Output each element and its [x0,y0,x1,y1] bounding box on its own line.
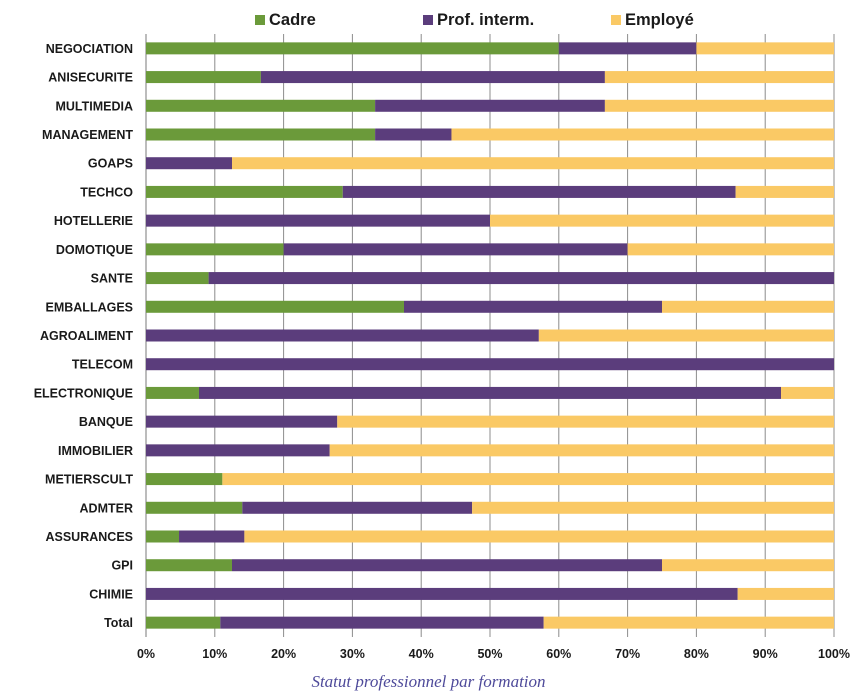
bar-segment [146,386,199,399]
bar-segment [781,386,834,399]
bar-segment [220,616,544,629]
bar-segment [662,300,834,313]
legend-swatch [423,15,433,25]
bar-segment [260,71,605,84]
bar-segment [146,559,232,572]
bar-segment [283,243,628,256]
category-label: CHIMIE [89,587,133,601]
x-tick-label: 10% [202,647,227,661]
category-label: ADMTER [80,501,133,515]
category-label: AGROALIMENT [40,329,133,343]
legend-label: Prof. interm. [437,11,534,29]
x-tick-label: 0% [137,647,155,661]
bar-segment [146,329,539,342]
category-label: ASSURANCES [45,530,133,544]
legend: Cadre Prof. interm. Employé [255,11,694,29]
x-axis-ticks: 0% 10% 20% 30% 40% 50% 60% 70% 80% 90% 100% [137,647,850,661]
bar-segment [179,530,245,543]
bar-segment [146,214,490,227]
category-label: HOTELLERIE [54,214,133,228]
bars [146,42,835,629]
bar-segment [232,559,662,572]
category-label: EMBALLAGES [46,300,134,314]
bar-segment [242,501,473,514]
category-label: TECHCO [80,185,133,199]
bar-segment [604,99,834,112]
bar-segment [375,128,452,141]
bar-segment [737,587,834,600]
legend-swatch [255,15,265,25]
bar-segment [696,42,834,55]
bar-segment [146,128,376,141]
bar-segment [146,243,284,256]
bar-segment [244,530,834,543]
bar-segment [662,559,834,572]
category-label: NEGOCIATION [46,42,133,56]
category-label: IMMOBILIER [58,444,133,458]
bar-segment [146,300,404,313]
bar-segment [222,473,835,486]
bar-segment [146,415,338,428]
x-tick-label: 40% [409,647,434,661]
category-label: GPI [111,559,133,573]
x-tick-label: 70% [615,647,640,661]
bar-segment [208,272,834,285]
category-label: MANAGEMENT [42,128,133,142]
bar-segment [232,157,834,170]
bar-segment [146,530,180,543]
category-label: METIERSCULT [45,473,133,487]
bar-segment [337,415,834,428]
chart-caption: Statut professionnel par formation [311,672,546,691]
bar-segment [604,71,834,84]
legend-swatch [611,15,621,25]
bar-segment [146,42,559,55]
category-label: ANISECURITE [48,71,133,85]
bar-segment [735,185,834,198]
bar-segment [451,128,834,141]
category-label: DOMOTIQUE [56,243,133,257]
x-tick-label: 30% [340,647,365,661]
bar-segment [342,185,736,198]
bar-segment [198,386,782,399]
stacked-bar-chart: NEGOCIATION ANISECURITE MULTIMEDIA MANAGEME… [34,11,850,661]
bar-segment [538,329,834,342]
category-label: TELECOM [72,358,133,372]
bar-segment [472,501,834,514]
x-tick-label: 60% [546,647,571,661]
x-tick-label: 20% [271,647,296,661]
bar-segment [146,473,223,486]
x-tick-label: 80% [684,647,709,661]
bar-segment [490,214,834,227]
category-label: MULTIMEDIA [55,99,133,113]
category-label: BANQUE [79,415,133,429]
bar-segment [375,99,605,112]
bar-segment [146,444,330,457]
bar-segment [146,616,221,629]
category-label: Total [104,616,133,630]
bar-segment [146,71,261,84]
x-tick-label: 50% [477,647,502,661]
bar-segment [146,99,376,112]
bar-segment [558,42,697,55]
category-label: ELECTRONIQUE [34,386,133,400]
bar-segment [146,358,834,371]
legend-label: Cadre [269,11,316,29]
bar-segment [146,185,343,198]
bar-segment [146,587,738,600]
bar-segment [146,157,232,170]
x-tick-label: 100% [818,647,850,661]
bar-segment [146,272,209,285]
x-tick-label: 90% [753,647,778,661]
category-label: SANTE [91,272,133,286]
category-label: GOAPS [88,157,133,171]
legend-label: Employé [625,11,694,29]
bar-segment [627,243,834,256]
category-labels: NEGOCIATION ANISECURITE MULTIMEDIA MANAGEME… [34,42,134,630]
bar-segment [543,616,834,629]
bar-segment [329,444,834,457]
bar-segment [146,501,243,514]
bar-segment [404,300,662,313]
